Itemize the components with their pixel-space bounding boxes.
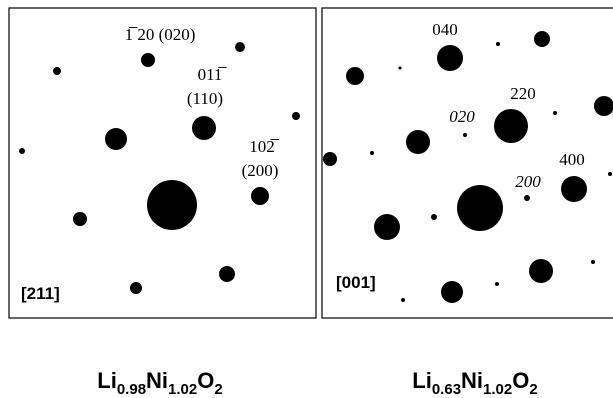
- caption-part: Ni: [461, 368, 483, 393]
- diffraction-spot: [431, 214, 437, 220]
- diffraction-spot: [105, 128, 127, 150]
- diffraction-spot: [553, 111, 557, 115]
- diffraction-spot: [494, 109, 528, 143]
- diffraction-spot: [346, 67, 364, 85]
- diffraction-spot: [374, 214, 400, 240]
- caption: Li0.98Ni1.02O2: [97, 368, 222, 398]
- diffraction-spot: [235, 42, 245, 52]
- diffraction-spot: [534, 31, 550, 47]
- spot-label: 040: [432, 20, 458, 39]
- diffraction-spot: [323, 152, 337, 166]
- diffraction-spot: [561, 176, 587, 202]
- diffraction-spot: [370, 151, 374, 155]
- diffraction-spot: [399, 67, 402, 70]
- caption-part: O: [197, 368, 214, 393]
- diffraction-spot: [53, 67, 61, 75]
- panel-left: 1̅ 20 (020) 011̅ (110) 102̅ (200) [211] …: [9, 8, 316, 398]
- caption: Li0.63Ni1.02O2: [412, 368, 537, 398]
- diffraction-spot: [495, 282, 499, 286]
- caption-part: O: [512, 368, 529, 393]
- diffraction-spot: [130, 282, 142, 294]
- diffraction-spot: [608, 172, 612, 176]
- spot-label: 220: [510, 84, 536, 103]
- diffraction-spot: [529, 259, 553, 283]
- caption-sub: 2: [529, 381, 537, 398]
- diffraction-spot: [292, 112, 300, 120]
- caption-sub: 1.02: [168, 381, 197, 398]
- diffraction-spot: [591, 260, 595, 264]
- caption-sub: 2: [214, 381, 222, 398]
- spot-label: 200: [515, 172, 541, 191]
- zone-axis-label: [211]: [21, 284, 60, 303]
- diffraction-spot: [496, 42, 500, 46]
- spot-label: 400: [559, 150, 585, 169]
- diffraction-spot: [463, 133, 467, 137]
- spot-label: 102̅: [249, 137, 280, 156]
- caption-part: Li: [412, 368, 432, 393]
- diffraction-spot: [401, 298, 405, 302]
- zone-axis-label: [001]: [336, 273, 376, 292]
- figure: 1̅ 20 (020) 011̅ (110) 102̅ (200) [211] …: [0, 0, 613, 398]
- diffraction-spot: [437, 45, 463, 71]
- diffraction-spot: [457, 185, 503, 231]
- caption-part: Li: [97, 368, 117, 393]
- caption-sub: 1.02: [483, 381, 512, 398]
- diffraction-spot: [192, 116, 216, 140]
- caption-sub: 0.98: [117, 381, 146, 398]
- spot-label: (200): [242, 161, 279, 180]
- diffraction-spot: [524, 195, 530, 201]
- diffraction-spot: [594, 96, 613, 116]
- diffraction-spot: [19, 148, 25, 154]
- diffraction-spot: [406, 130, 430, 154]
- diffraction-spot: [251, 187, 269, 205]
- diffraction-spot: [441, 281, 463, 303]
- diffraction-spot: [73, 212, 87, 226]
- diffraction-spot: [147, 180, 197, 230]
- diffraction-spot: [219, 266, 235, 282]
- caption-sub: 0.63: [432, 381, 461, 398]
- spot-label: (110): [187, 89, 223, 108]
- spot-label: 1̅ 20 (020): [125, 25, 196, 44]
- spot-label: 020: [449, 107, 475, 126]
- diffraction-spot: [141, 53, 155, 67]
- caption-part: Ni: [146, 368, 168, 393]
- panel-right: 040 220 020 400 200 [001] Li0.63Ni1.02O2: [322, 8, 613, 398]
- spot-label: 011̅: [198, 65, 228, 84]
